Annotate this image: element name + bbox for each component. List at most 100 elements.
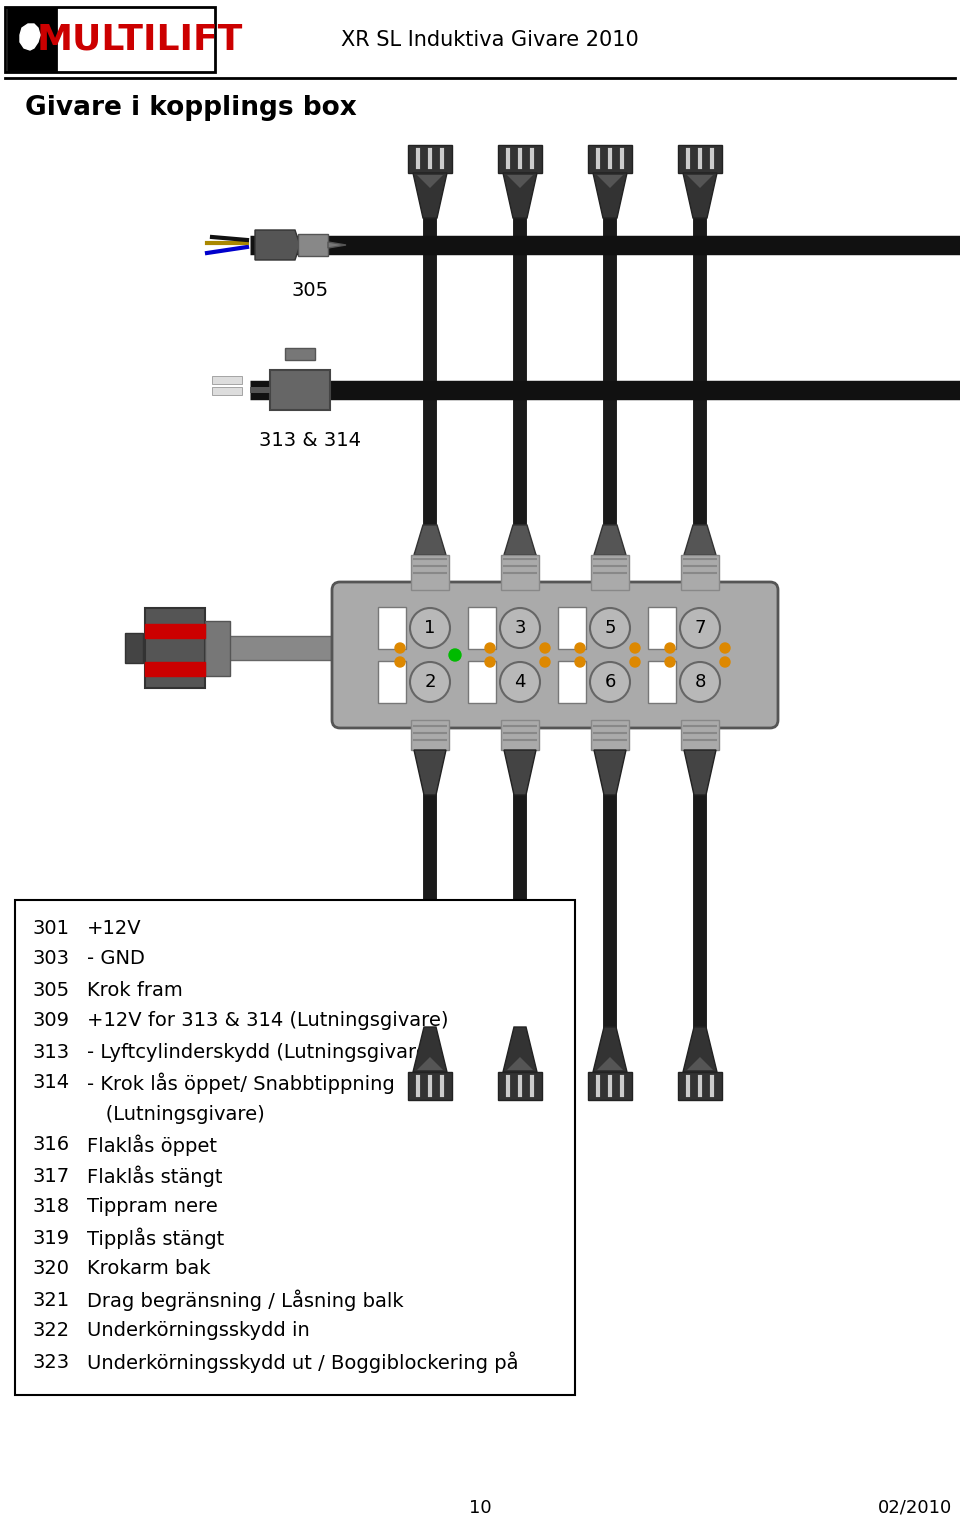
Text: Drag begränsning / Låsning balk: Drag begränsning / Låsning balk [87, 1289, 403, 1312]
Circle shape [500, 608, 540, 648]
Polygon shape [594, 525, 626, 555]
Bar [588, 1072, 632, 1100]
Polygon shape [687, 175, 713, 188]
Polygon shape [504, 525, 536, 555]
Text: 7: 7 [694, 619, 706, 637]
Bar [408, 1072, 452, 1100]
Bar [681, 720, 719, 750]
Polygon shape [593, 1026, 627, 1072]
Text: Tipplås stängt: Tipplås stängt [87, 1228, 225, 1249]
Bar [501, 555, 539, 590]
Circle shape [500, 662, 540, 702]
Text: (Lutningsgivare): (Lutningsgivare) [87, 1104, 265, 1124]
Text: 6: 6 [604, 673, 615, 691]
Circle shape [410, 662, 450, 702]
Bar [250, 387, 270, 393]
Circle shape [575, 657, 585, 666]
Circle shape [395, 657, 405, 666]
Circle shape [720, 657, 730, 666]
Bar [285, 348, 315, 360]
Circle shape [630, 644, 640, 653]
Bar [648, 660, 676, 703]
Text: Flaklås öppet: Flaklås öppet [87, 1135, 217, 1156]
Text: 313: 313 [33, 1043, 70, 1061]
Bar [205, 621, 230, 676]
Text: 4: 4 [515, 673, 526, 691]
Bar [411, 720, 449, 750]
Text: 305: 305 [292, 281, 328, 299]
Bar [501, 720, 539, 750]
Text: 301: 301 [33, 918, 70, 938]
Text: 313 & 314: 313 & 314 [259, 430, 361, 450]
Text: 309: 309 [33, 1011, 70, 1031]
Text: 1: 1 [424, 619, 436, 637]
Polygon shape [504, 750, 536, 795]
Text: 3: 3 [515, 619, 526, 637]
Bar [5, 8, 215, 72]
Polygon shape [417, 175, 443, 188]
Bar [681, 555, 719, 590]
Polygon shape [684, 750, 716, 795]
Circle shape [680, 662, 720, 702]
Bar [588, 145, 632, 172]
Bar [145, 608, 205, 688]
Bar [212, 387, 242, 395]
Polygon shape [255, 230, 300, 259]
Text: 322: 322 [33, 1322, 70, 1340]
Polygon shape [507, 175, 533, 188]
Text: 316: 316 [33, 1136, 70, 1154]
Bar [468, 660, 496, 703]
Text: 316: 316 [412, 551, 448, 569]
Text: 322: 322 [682, 551, 719, 569]
Circle shape [590, 608, 630, 648]
FancyBboxPatch shape [332, 583, 778, 727]
Text: - Krok lås öppet/ Snabbtippning: - Krok lås öppet/ Snabbtippning [87, 1072, 395, 1093]
Polygon shape [503, 172, 537, 218]
Bar [125, 633, 143, 663]
Bar [298, 233, 328, 256]
Bar [15, 900, 575, 1395]
Bar [591, 720, 629, 750]
Text: Tippram nere: Tippram nere [87, 1197, 218, 1217]
Polygon shape [20, 24, 40, 50]
Text: XR SL Induktiva Givare 2010: XR SL Induktiva Givare 2010 [341, 30, 638, 50]
Text: 317: 317 [412, 720, 448, 740]
Text: 320: 320 [591, 551, 629, 569]
Text: 02/2010: 02/2010 [877, 1499, 952, 1517]
Circle shape [395, 644, 405, 653]
Text: 321: 321 [33, 1290, 70, 1310]
Text: - Lyftcylinderskydd (Lutningsgivare): - Lyftcylinderskydd (Lutningsgivare) [87, 1043, 436, 1061]
Circle shape [540, 644, 550, 653]
Bar [145, 624, 205, 637]
Bar [468, 607, 496, 650]
Text: Givare i kopplings box: Givare i kopplings box [25, 95, 357, 120]
Bar [145, 662, 205, 676]
Bar [411, 555, 449, 590]
Text: Flaklås stängt: Flaklås stängt [87, 1165, 223, 1186]
Polygon shape [507, 1057, 533, 1071]
Bar [220, 636, 375, 660]
Circle shape [680, 608, 720, 648]
Bar [212, 377, 242, 384]
Text: 314: 314 [33, 1074, 70, 1092]
Circle shape [665, 657, 675, 666]
Text: 323: 323 [682, 720, 719, 740]
Text: Underkörningsskydd in: Underkörningsskydd in [87, 1322, 310, 1340]
Bar [378, 660, 406, 703]
Circle shape [485, 644, 495, 653]
Bar [678, 1072, 722, 1100]
Text: 318: 318 [501, 551, 539, 569]
Circle shape [575, 644, 585, 653]
Text: Krok fram: Krok fram [87, 981, 182, 999]
Bar [498, 1072, 542, 1100]
Text: 2: 2 [424, 673, 436, 691]
Text: 319: 319 [33, 1229, 70, 1247]
Circle shape [540, 657, 550, 666]
Text: 317: 317 [33, 1167, 70, 1185]
Polygon shape [594, 750, 626, 795]
Text: 318: 318 [33, 1197, 70, 1217]
Circle shape [485, 657, 495, 666]
Bar [8, 8, 56, 70]
Polygon shape [413, 172, 447, 218]
Circle shape [630, 657, 640, 666]
